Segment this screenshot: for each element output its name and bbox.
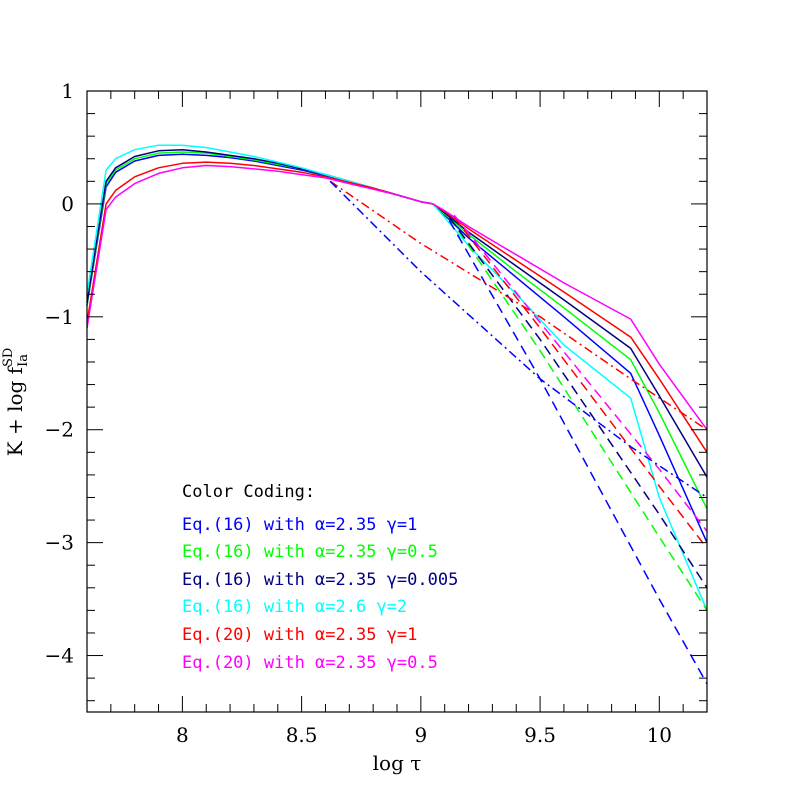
x-tick-label: 8.5 (286, 723, 318, 747)
series-line-3 (86, 144, 708, 611)
x-axis-title: log τ (373, 751, 422, 775)
series-line-11 (329, 180, 708, 431)
legend-entry-1: Eq.(16) with α=2.35 γ=0.5 (182, 542, 438, 562)
series-line-10 (453, 214, 708, 532)
ticks (86, 90, 708, 712)
y-tick-label: 0 (61, 192, 74, 216)
legend-entry-3: Eq.(16) with α=2.6 γ=2 (182, 597, 407, 617)
series-line-2 (86, 148, 708, 478)
y-tick-label: −4 (45, 644, 74, 668)
series-line-12 (329, 180, 708, 499)
y-axis-title-main: K + log f (3, 365, 27, 456)
legend-entry-5: Eq.(20) with α=2.35 γ=0.5 (182, 653, 438, 673)
plot-lines (86, 144, 708, 685)
legend-entry-0: Eq.(16) with α=2.35 γ=1 (182, 515, 417, 535)
legend: Color Coding: Eq.(16) with α=2.35 γ=1 Eq… (182, 482, 458, 673)
x-tick-label: 8 (176, 723, 189, 747)
x-tick-label: 10 (647, 723, 672, 747)
y-tick-label: −1 (45, 305, 74, 329)
series-line-4 (86, 161, 708, 453)
x-tick-label: 9.5 (524, 723, 556, 747)
series-line-1 (86, 151, 708, 510)
series-line-7 (448, 217, 708, 611)
y-tick-label: 1 (61, 79, 74, 103)
legend-entry-2: Eq.(16) with α=2.35 γ=0.005 (182, 570, 458, 590)
plot-frame (86, 90, 708, 713)
series-line-8 (448, 217, 708, 589)
x-tick-label: 9 (414, 723, 427, 747)
series-line-6 (448, 220, 708, 685)
series-line-0 (86, 153, 708, 543)
y-tick-label: −3 (45, 531, 74, 555)
svg-text:K + log fIaSD: K + log fIaSD (1, 348, 31, 457)
y-tick-label: −2 (45, 418, 74, 442)
legend-title: Color Coding: (182, 482, 315, 502)
y-axis-title-sup: SD (1, 348, 16, 367)
legend-entry-4: Eq.(20) with α=2.35 γ=1 (182, 625, 417, 645)
series-line-9 (453, 217, 708, 549)
series-line-5 (86, 164, 708, 431)
y-axis-title: K + log fIaSD (1, 348, 31, 457)
y-axis-title-sub: Ia (16, 354, 31, 367)
